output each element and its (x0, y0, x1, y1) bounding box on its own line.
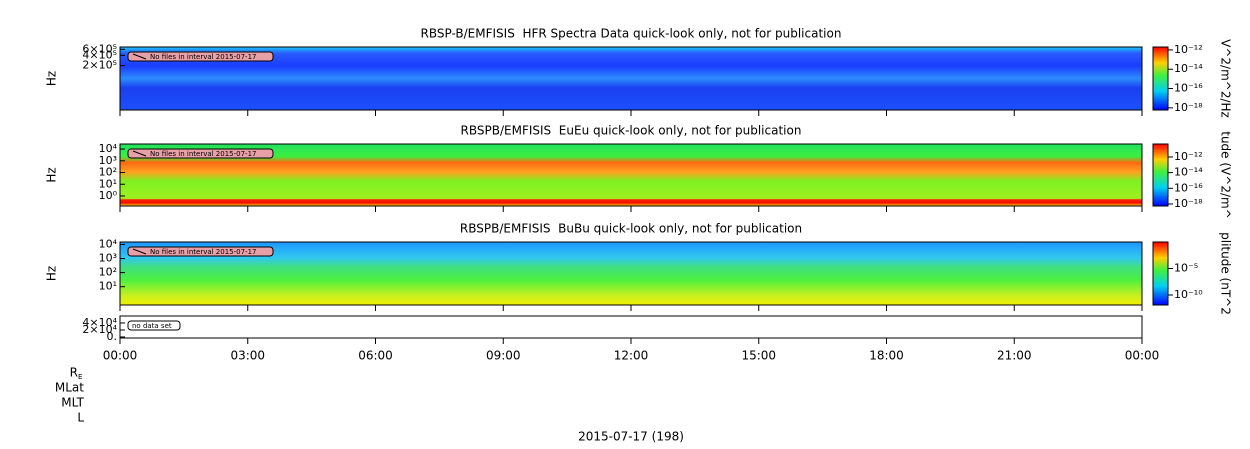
annotation-icon (132, 248, 147, 255)
x-tick-label: 00:00 (1125, 349, 1160, 363)
colorbar (1152, 143, 1169, 207)
annotation: No files in interval 2015-07-17 (127, 246, 274, 257)
spectrogram (119, 46, 1143, 111)
y-tick-label: 10² (99, 266, 117, 279)
x-tick-label: 06:00 (358, 349, 393, 363)
y-tick-label: 4×10⁵ (82, 48, 117, 61)
colorbar-label: plitude (nT^2 (1219, 232, 1233, 315)
colorbar-tick-label: 10⁻¹⁸ (1174, 101, 1203, 114)
ephemeris-subscript: E (78, 373, 82, 381)
ephemeris-label: L (77, 411, 84, 425)
x-tick-label: 03:00 (230, 349, 265, 363)
y-axis-label: Hz (45, 71, 59, 86)
ephemeris-label: MLat (55, 381, 84, 395)
panel-title: RBSPB/EMFISIS EuEu quick-look only, not … (461, 124, 802, 138)
annotation: No files in interval 2015-07-17 (127, 148, 274, 159)
y-tick-label: 2×10⁵ (82, 59, 117, 72)
colorbar-tick-label: 10⁻⁵ (1174, 262, 1198, 275)
y-tick-label: 2×10⁴ (82, 323, 117, 336)
spectrogram (119, 143, 1143, 207)
annotation-box (127, 320, 181, 331)
y-axis-label: Hz (45, 167, 59, 182)
colorbar-tick-label: 10⁻¹⁸ (1174, 197, 1203, 210)
annotation-text: no data set (132, 322, 172, 330)
ephemeris-label: MLT (61, 396, 84, 410)
colorbar-tick-label: 10⁻¹⁴ (1174, 166, 1203, 179)
x-tick-label: 00:00 (103, 349, 138, 363)
date-label: 2015-07-17 (198) (578, 430, 684, 444)
x-tick-label: 09:00 (486, 349, 521, 363)
annotation-box (127, 148, 274, 159)
y-tick-label: 4×10⁴ (82, 316, 117, 329)
annotation-text: No files in interval 2015-07-17 (150, 53, 256, 61)
panel-title: RBSP-B/EMFISIS HFR Spectra Data quick-lo… (421, 27, 842, 41)
y-tick-label: 10³ (99, 154, 117, 167)
y-tick-label: 10¹ (99, 280, 117, 293)
y-tick-label: 10³ (99, 252, 117, 265)
annotation-box (127, 246, 274, 257)
y-tick-label: 10⁴ (99, 237, 118, 250)
colorbar (1152, 241, 1169, 306)
x-tick-label: 12:00 (614, 349, 649, 363)
annotation-text: No files in interval 2015-07-17 (150, 150, 256, 158)
x-tick-label: 21:00 (997, 349, 1032, 363)
annotation-icon (132, 53, 147, 60)
colorbar-tick-label: 10⁻¹² (1174, 150, 1203, 163)
y-tick-label: 6×10⁵ (82, 42, 117, 55)
annotation: no data set (127, 320, 181, 331)
y-tick-label: 10¹ (99, 177, 117, 190)
colorbar-tick-label: 10⁻¹⁰ (1174, 288, 1203, 301)
colorbar-tick-label: 10⁻¹² (1174, 43, 1203, 56)
y-axis-label: Hz (45, 266, 59, 281)
annotation-icon (132, 150, 147, 157)
panel-title: RBSPB/EMFISIS BuBu quick-look only, not … (460, 222, 802, 236)
colorbar-tick-label: 10⁻¹⁶ (1174, 82, 1203, 95)
spectrogram (119, 241, 1143, 306)
colorbar-tick-label: 10⁻¹⁴ (1174, 62, 1203, 75)
spectrogram (119, 315, 1143, 339)
colorbar-tick-label: 10⁻¹⁶ (1174, 181, 1203, 194)
annotation: No files in interval 2015-07-17 (127, 51, 274, 62)
annotation-text: No files in interval 2015-07-17 (150, 248, 256, 256)
colorbar (1152, 46, 1169, 111)
y-tick-label: 10² (99, 166, 117, 179)
colorbar-label: V^2/m^2/Hz (1219, 39, 1233, 118)
ephemeris-label: R (70, 366, 78, 380)
y-tick-label: 10⁴ (99, 142, 118, 155)
colorbar-label: tude (V^2/m^ (1219, 131, 1233, 219)
y-tick-label: 0. (107, 330, 118, 343)
y-tick-label: 10⁰ (99, 189, 118, 202)
x-tick-label: 18:00 (869, 349, 904, 363)
x-tick-label: 15:00 (741, 349, 776, 363)
annotation-box (127, 51, 274, 62)
